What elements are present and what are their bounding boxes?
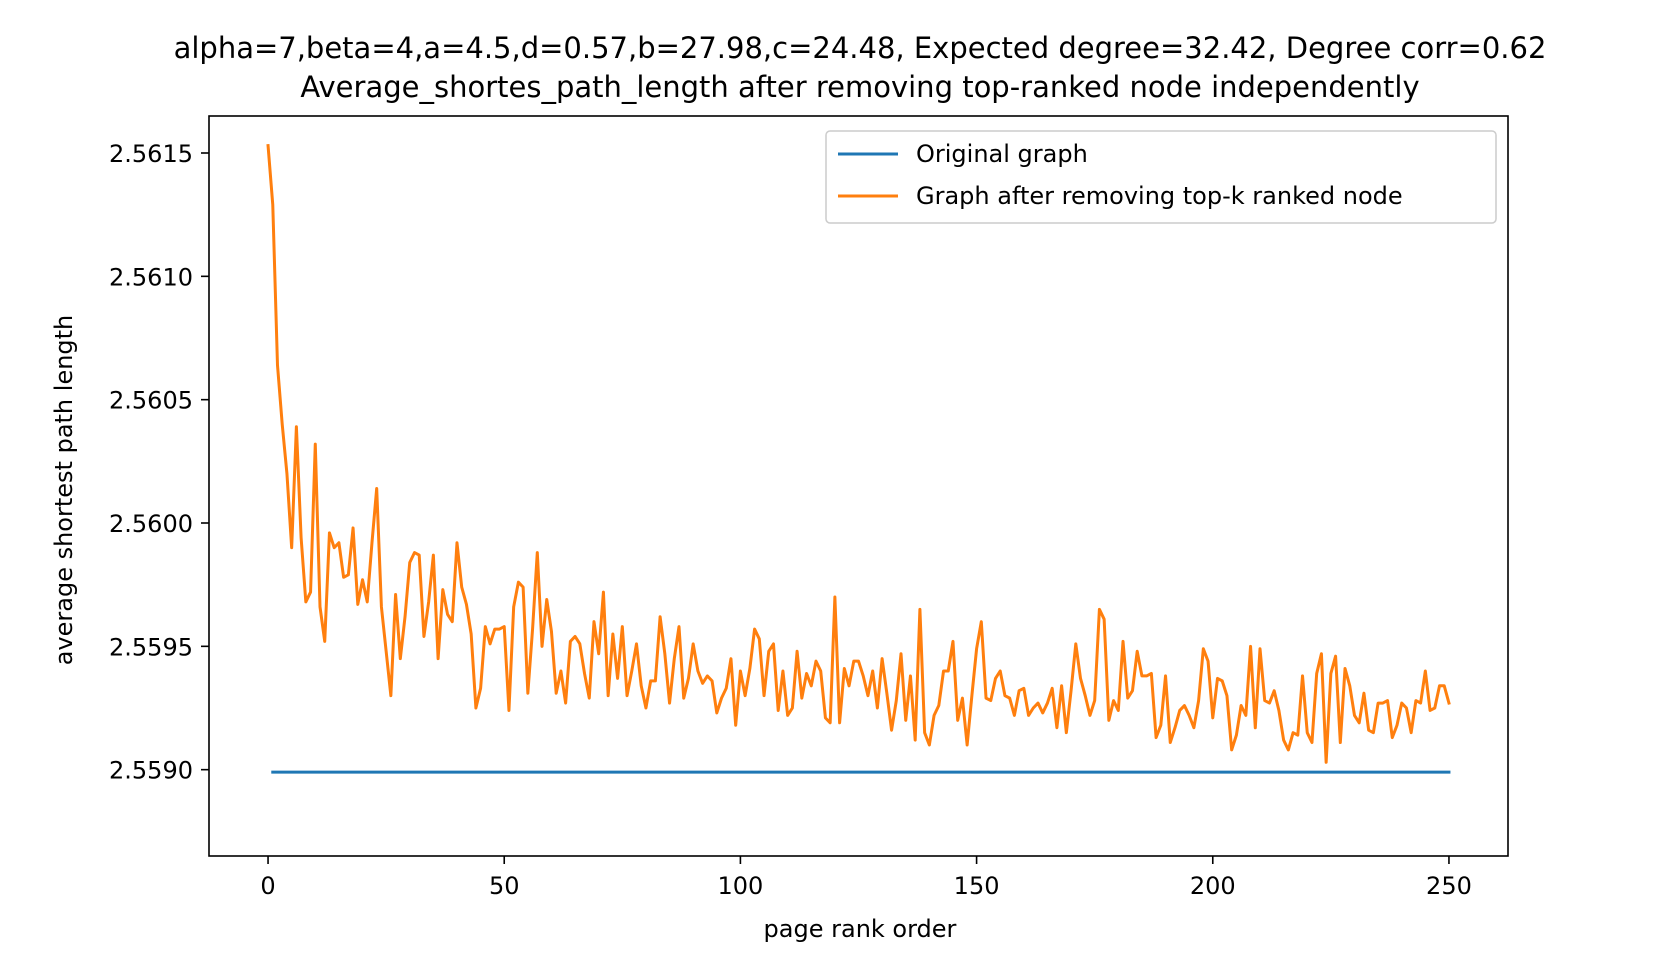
chart-title-line-1: alpha=7,beta=4,a=4.5,d=0.57,b=27.98,c=24… (174, 31, 1547, 65)
y-tick-label: 2.5600 (109, 510, 193, 538)
y-tick-label: 2.5595 (109, 633, 193, 661)
y-tick-label: 2.5590 (109, 757, 193, 785)
series-layer (266, 143, 1451, 774)
x-axis: 0 50 100 150 200 250 (260, 856, 1472, 900)
y-axis-label: average shortest path length (50, 315, 78, 666)
legend-box (825, 130, 1497, 224)
x-tick-label: 100 (718, 872, 764, 900)
y-tick-label: 2.5610 (109, 263, 193, 291)
plot-frame (208, 115, 1509, 857)
x-axis-label: page rank order (764, 915, 957, 943)
x-tick-label: 200 (1190, 872, 1236, 900)
chart-title-line-2: Average_shortes_path_length after removi… (300, 70, 1419, 104)
legend-label-removed: Graph after removing top-k ranked node (916, 182, 1403, 210)
y-tick-label: 2.5605 (109, 387, 193, 415)
x-tick-label: 150 (954, 872, 1000, 900)
legend: Original graph Graph after removing top-… (825, 130, 1497, 224)
x-tick-label: 250 (1426, 872, 1472, 900)
series-line-removed-node-graph (266, 143, 1451, 764)
y-tick-label: 2.5615 (109, 140, 193, 168)
y-axis: 2.5590 2.5595 2.5600 2.5605 2.5610 2.5615 (109, 140, 209, 785)
x-tick-label: 0 (260, 872, 275, 900)
plot-area: 0 50 100 150 200 250 2.5590 2.5595 2.5600 2.5605… (109, 115, 1509, 900)
x-tick-label: 50 (489, 872, 520, 900)
legend-label-original: Original graph (916, 140, 1088, 168)
